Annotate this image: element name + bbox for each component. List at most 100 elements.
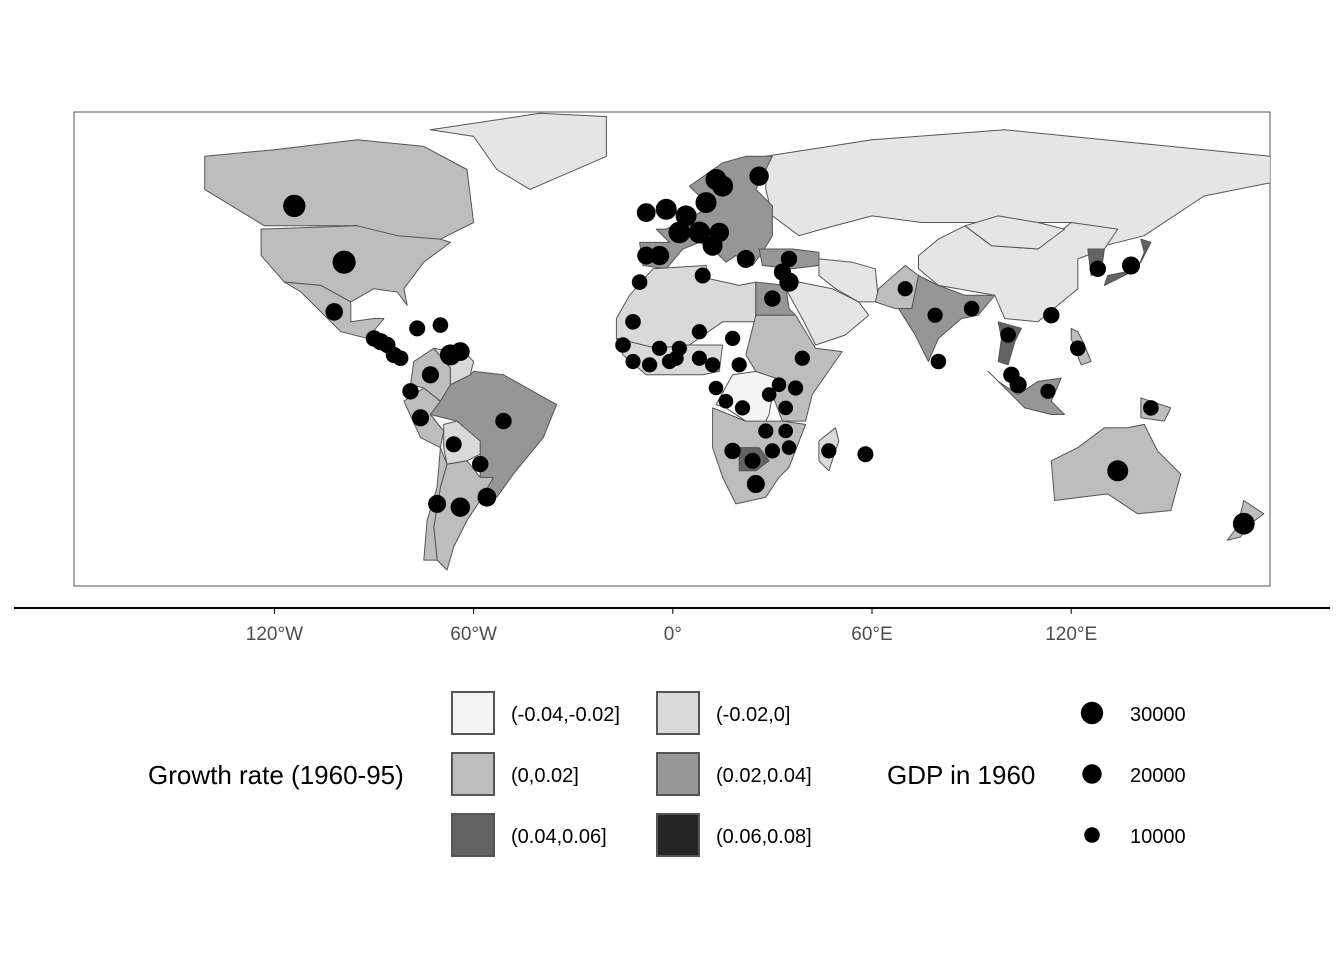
gdp-point xyxy=(764,290,781,307)
gdp-point xyxy=(781,440,797,455)
gdp-point xyxy=(675,205,697,227)
country-mongolia xyxy=(964,215,1066,250)
gdp-point xyxy=(712,175,734,197)
gdp-legend-key xyxy=(1084,827,1100,843)
gdp-point xyxy=(1122,256,1140,275)
gdp-point xyxy=(725,330,741,346)
gdp-point xyxy=(450,342,470,361)
growth-rate-legend: Growth rate (1960-95) (-0.04,-0.02] (-0.0… xyxy=(148,691,812,857)
gdp-point xyxy=(702,235,723,256)
country-iran xyxy=(818,258,880,303)
gdp-point xyxy=(615,337,631,353)
gdp-point xyxy=(749,166,769,186)
gdp-point xyxy=(771,377,787,393)
gdp-point xyxy=(764,443,781,459)
gdp-point xyxy=(649,245,670,266)
gdp-point xyxy=(761,387,777,402)
gdp-point xyxy=(402,383,419,400)
gdp-point xyxy=(428,494,447,513)
gdp-point xyxy=(477,487,497,507)
growth-legend-label: (-0.02,0] xyxy=(716,704,790,726)
gdp-legend-key xyxy=(1080,701,1104,725)
country-india xyxy=(898,275,996,362)
growth-legend-key xyxy=(451,691,495,735)
gdp-point xyxy=(927,307,943,323)
gdp-point xyxy=(780,250,798,268)
gdp-point xyxy=(392,350,409,367)
gdp-point xyxy=(1070,340,1086,357)
x-tick-label: 120°E xyxy=(1045,624,1097,645)
gdp-point xyxy=(472,455,489,473)
gdp-point xyxy=(651,340,668,356)
country-arabian-peninsula xyxy=(785,281,870,346)
gdp-point xyxy=(778,400,793,416)
gdp-point xyxy=(1143,400,1159,416)
x-tick-label: 0° xyxy=(664,624,682,645)
gdp-legend-label: 20000 xyxy=(1130,765,1186,787)
gdp-point xyxy=(705,357,721,373)
gdp-point xyxy=(708,380,724,396)
gdp-point xyxy=(283,194,306,218)
gdp-point xyxy=(695,192,717,214)
gdp-point xyxy=(631,274,648,290)
gdp-point xyxy=(724,442,741,460)
gdp-legend-key xyxy=(1082,764,1102,784)
gdp-legend-title: GDP in 1960 xyxy=(887,760,1035,790)
gdp-point xyxy=(746,475,765,493)
growth-legend-label: (0.04,0.06] xyxy=(511,826,607,848)
gdp-point xyxy=(668,221,691,244)
gdp-points xyxy=(283,166,1255,535)
gdp-point xyxy=(788,380,804,396)
growth-legend-key xyxy=(656,813,700,857)
country-canada xyxy=(204,139,475,250)
growth-legend-key xyxy=(656,752,700,796)
growth-legend-label: (0,0.02] xyxy=(511,765,579,787)
gdp-point xyxy=(778,423,793,439)
gdp-point xyxy=(963,300,980,317)
gdp-point xyxy=(1000,327,1016,343)
gdp-point xyxy=(495,412,512,430)
country-bolivia xyxy=(443,420,481,465)
gdp-point xyxy=(421,366,439,384)
gdp-point xyxy=(1089,260,1107,277)
gdp-point xyxy=(821,443,837,459)
gdp-point xyxy=(734,400,751,416)
country-congo-drc xyxy=(715,370,777,429)
gdp-point xyxy=(930,353,947,370)
growth-legend-key xyxy=(656,691,700,735)
gdp-point xyxy=(445,436,462,453)
gdp-point xyxy=(857,446,874,463)
growth-legend-key xyxy=(451,752,495,796)
gdp-legend: GDP in 1960 30000 20000 10000 xyxy=(887,701,1186,848)
gdp-point xyxy=(637,246,656,265)
gdp-point xyxy=(625,314,641,330)
gdp-point xyxy=(325,303,344,321)
x-tick-label: 120°W xyxy=(246,624,303,645)
gdp-point xyxy=(411,409,430,427)
country-greenland xyxy=(429,112,607,190)
gdp-point xyxy=(332,250,356,274)
gdp-point xyxy=(409,320,426,337)
gdp-point xyxy=(694,267,711,284)
gdp-point xyxy=(1107,460,1129,482)
gdp-legend-label: 30000 xyxy=(1130,704,1186,726)
x-tick-label: 60°E xyxy=(851,624,892,645)
growth-legend-label: (0.06,0.08] xyxy=(716,826,812,848)
gdp-point xyxy=(691,324,708,340)
country-east-africa xyxy=(745,314,843,422)
gdp-point xyxy=(731,357,747,373)
gdp-point xyxy=(1043,307,1060,324)
gdp-point xyxy=(736,249,755,268)
gdp-point xyxy=(636,203,656,223)
gdp-point xyxy=(758,423,774,439)
x-axis-ticks: 120°W 60°W 0° 60°E 120°E xyxy=(246,608,1097,645)
gdp-point xyxy=(642,357,658,373)
gdp-point xyxy=(744,452,761,469)
gdp-point xyxy=(655,198,677,220)
gdp-point xyxy=(773,263,792,281)
gdp-point xyxy=(450,497,470,517)
gdp-point xyxy=(432,317,449,333)
growth-legend-key xyxy=(451,813,495,857)
gdp-point xyxy=(794,350,810,366)
